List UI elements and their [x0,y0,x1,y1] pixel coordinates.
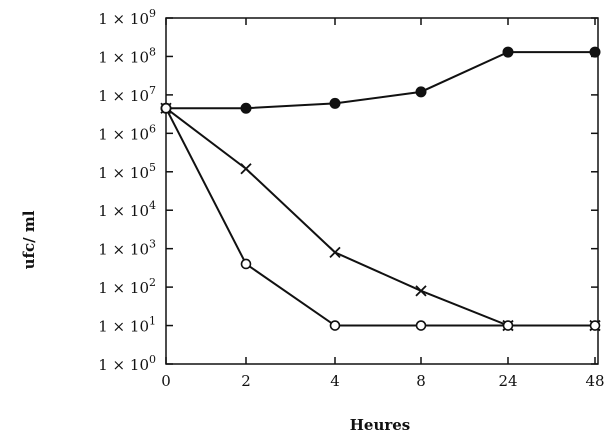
x-tick-label: 8 [416,372,426,390]
y-tick-label: 1 × 107 [98,84,156,105]
y-tick-label: 1 × 109 [98,7,156,28]
data-point [502,46,514,58]
data-point [329,246,341,259]
data-point [589,46,601,58]
y-axis-title: ufc/ ml [20,210,38,269]
x-tick-label: 48 [585,372,604,390]
data-point [502,320,514,331]
data-point [240,258,252,270]
data-point [415,285,427,297]
y-tick-label: 1 × 100 [98,353,156,374]
data-point [240,163,252,175]
series-line [165,107,595,327]
x-axis-title: Heures [350,416,411,434]
x-tick-label: 24 [498,372,517,390]
series-cross [160,102,601,332]
data-point [329,320,341,331]
data-point [329,97,341,109]
series-open-circle [160,102,601,331]
data-point [415,320,427,331]
series-layer [160,46,601,332]
data-point [160,102,172,114]
y-tick-label: 1 × 108 [98,45,156,66]
plot-frame [165,17,599,365]
y-axis-ticks: 1 × 109 1 × 108 1 × 107 1 × 106 1 × 105 1 × 1… [98,7,598,374]
series-filled-circle [160,46,601,114]
data-point [415,86,427,98]
data-point [240,102,252,114]
y-tick-label: 1 × 106 [98,122,156,143]
y-tick-label: 1 × 104 [98,199,156,220]
data-point [589,320,601,331]
x-axis-ticks: 0 2 4 8 24 48 [161,18,605,390]
series-line [166,51,595,110]
y-tick-label: 1 × 105 [98,161,156,182]
x-tick-label: 0 [161,372,171,390]
y-tick-label: 1 × 103 [98,238,156,259]
y-tick-label: 1 × 101 [98,315,156,336]
x-tick-label: 2 [241,372,251,390]
x-tick-label: 4 [330,372,340,390]
y-tick-label: 1 × 102 [98,276,156,297]
series-line [165,107,595,327]
